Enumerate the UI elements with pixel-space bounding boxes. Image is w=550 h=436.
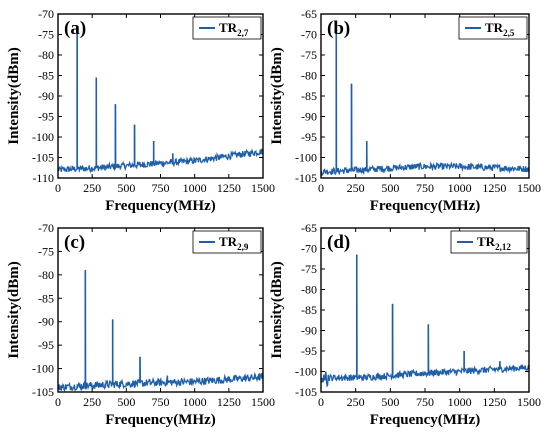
- legend-box: [450, 230, 528, 254]
- y-tick-label: -105: [295, 385, 317, 399]
- x-tick-label: 1500: [251, 395, 275, 409]
- y-tick-label: -95: [301, 344, 317, 358]
- x-tick-label: 1000: [183, 395, 207, 409]
- x-tick-label: 500: [381, 181, 399, 195]
- panel-label: (b): [327, 18, 350, 39]
- x-tick-label: 1250: [482, 181, 506, 195]
- y-tick-label: -90: [38, 89, 54, 103]
- legend-label: TR2,7: [219, 20, 249, 38]
- y-tick-label: -70: [301, 28, 317, 42]
- y-tick-label: -75: [38, 244, 54, 258]
- x-tick-label: 750: [152, 181, 170, 195]
- x-tick-label: 1000: [183, 181, 207, 195]
- y-tick-label: -85: [38, 291, 54, 305]
- x-tick-label: 500: [117, 395, 135, 409]
- x-tick-label: 500: [381, 395, 399, 409]
- x-axis-title: Frequency(MHz): [105, 198, 216, 214]
- x-axis-title: Frequency(MHz): [105, 412, 216, 428]
- y-tick-label: -70: [301, 242, 317, 256]
- spectrum-series-line: [320, 28, 530, 177]
- legend-box: [192, 16, 262, 40]
- legend-box: [458, 16, 528, 40]
- y-tick-label: -110: [32, 171, 54, 185]
- panel-label: (a): [64, 18, 86, 39]
- x-tick-label: 0: [318, 395, 324, 409]
- panel-label: (d): [327, 232, 350, 253]
- x-tick-label: 0: [55, 181, 61, 195]
- legend-box: [192, 230, 262, 254]
- legend-label: TR2,5: [485, 20, 515, 38]
- y-tick-label: -80: [301, 283, 317, 297]
- y-tick-label: -100: [32, 362, 54, 376]
- y-tick-label: -100: [295, 365, 317, 379]
- y-tick-label: -85: [301, 303, 317, 317]
- y-tick-label: -100: [32, 130, 54, 144]
- x-tick-label: 500: [117, 181, 135, 195]
- y-tick-label: -90: [38, 315, 54, 329]
- panel-label: (c): [64, 232, 85, 253]
- y-tick-label: -80: [38, 268, 54, 282]
- y-tick-label: -95: [38, 338, 54, 352]
- y-tick-label: -100: [295, 151, 317, 165]
- x-tick-label: 250: [83, 395, 101, 409]
- x-tick-label: 0: [318, 181, 324, 195]
- x-tick-label: 1250: [482, 395, 506, 409]
- chart-panel-4: 0 250 500 750 1000 1250 1500 -105 -100 -95 -90 -85 -…: [269, 221, 541, 428]
- y-axis-title: Intensity(dBm): [6, 261, 22, 359]
- y-tick-label: -90: [301, 324, 317, 338]
- y-tick-label: -75: [38, 28, 54, 42]
- y-tick-label: -80: [38, 48, 54, 62]
- x-tick-label: 250: [83, 181, 101, 195]
- chart-panel-2: 0 250 500 750 1000 1250 1500 -105 -100 -95 -90 -85 -…: [269, 7, 541, 214]
- x-tick-label: 750: [416, 181, 434, 195]
- legend-label: TR2,9: [219, 234, 249, 252]
- spectrum-series-line: [57, 270, 264, 392]
- x-tick-label: 0: [55, 395, 61, 409]
- x-tick-label: 250: [347, 395, 365, 409]
- x-tick-label: 1000: [448, 395, 472, 409]
- x-tick-label: 1000: [448, 181, 472, 195]
- y-axis-title: Intensity(dBm): [6, 47, 22, 145]
- y-tick-label: -105: [32, 151, 54, 165]
- y-tick-label: -105: [32, 385, 54, 399]
- x-tick-label: 1500: [517, 395, 541, 409]
- x-tick-label: 1250: [217, 181, 241, 195]
- y-axis-title: Intensity(dBm): [269, 47, 285, 145]
- x-tick-label: 1500: [517, 181, 541, 195]
- y-tick-label: -75: [301, 262, 317, 276]
- legend-label: TR2,12: [477, 234, 511, 252]
- y-tick-label: -80: [301, 69, 317, 83]
- y-tick-label: -70: [38, 7, 54, 21]
- y-tick-label: -95: [301, 130, 317, 144]
- x-tick-label: 750: [152, 395, 170, 409]
- x-tick-label: 250: [347, 181, 365, 195]
- y-axis-title: Intensity(dBm): [269, 261, 285, 359]
- x-tick-label: 750: [416, 395, 434, 409]
- y-tick-label: -90: [301, 110, 317, 124]
- spectrum-series-line: [57, 28, 264, 174]
- x-tick-label: 1500: [251, 181, 275, 195]
- y-tick-label: -65: [301, 221, 317, 235]
- spectrum-series-line: [320, 254, 530, 388]
- chart-panel-1: 0 250 500 750 1000 1250 1500 -110 -105 -100 -95 -90…: [6, 7, 275, 214]
- x-axis-title: Frequency(MHz): [370, 412, 481, 428]
- y-tick-label: -85: [301, 89, 317, 103]
- y-tick-label: -70: [38, 221, 54, 235]
- x-axis-title: Frequency(MHz): [370, 198, 481, 214]
- y-tick-label: -75: [301, 48, 317, 62]
- chart-panel-3: 0 250 500 750 1000 1250 1500 -105 -100 -95 -90 -85 -…: [6, 221, 275, 428]
- x-tick-label: 1250: [217, 395, 241, 409]
- y-tick-label: -95: [38, 110, 54, 124]
- y-tick-label: -65: [301, 7, 317, 21]
- y-tick-label: -85: [38, 69, 54, 83]
- y-tick-label: -105: [295, 171, 317, 185]
